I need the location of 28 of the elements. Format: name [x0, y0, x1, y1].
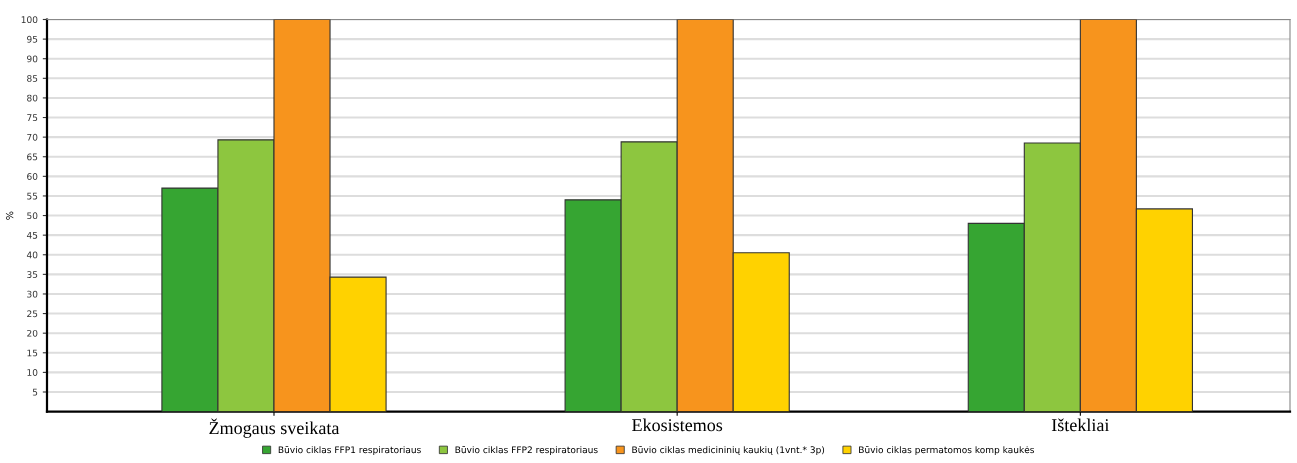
legend-label: Būvio ciklas medicininių kaukių (1vnt.* 3p)	[632, 446, 825, 455]
y-tick-label: 35	[27, 271, 38, 278]
y-tick-label: 85	[27, 75, 38, 82]
y-tick-label: 80	[27, 94, 38, 102]
y-tick-label: 50	[27, 212, 38, 220]
y-tick-label: 15	[27, 349, 38, 357]
y-tick-label: 20	[27, 329, 38, 337]
legend-label: Būvio ciklas FFP1 respiratoriaus	[278, 446, 421, 455]
y-tick-label: 25	[27, 310, 38, 318]
y-tick-label: 60	[27, 173, 38, 180]
legend-label: Būvio ciklas FFP2 respiratoriaus	[455, 446, 598, 455]
y-tick-label: 70	[27, 133, 38, 141]
x-tick-label: Ištekliai	[1051, 418, 1110, 432]
y-tick-label: 65	[27, 153, 38, 161]
y-tick-label: 90	[27, 55, 38, 63]
y-tick-label: 5	[32, 388, 38, 396]
y-tick-label: 95	[27, 35, 38, 43]
y-tick-label: 30	[27, 290, 38, 298]
legend-label: Būvio ciklas permatomos komp kaukės	[859, 446, 1035, 455]
x-tick-label: Žmogaus sveikata	[209, 418, 340, 438]
y-tick-label: 100	[21, 16, 38, 24]
y-tick-label: 55	[27, 192, 38, 200]
x-tick-label: Ekosistemos	[632, 418, 723, 432]
y-axis-title: %	[5, 211, 14, 220]
y-tick-label: 75	[27, 114, 38, 122]
y-tick-label: 40	[26, 251, 38, 259]
y-tick-label: 45	[26, 232, 38, 239]
y-tick-label: 10	[27, 369, 38, 376]
